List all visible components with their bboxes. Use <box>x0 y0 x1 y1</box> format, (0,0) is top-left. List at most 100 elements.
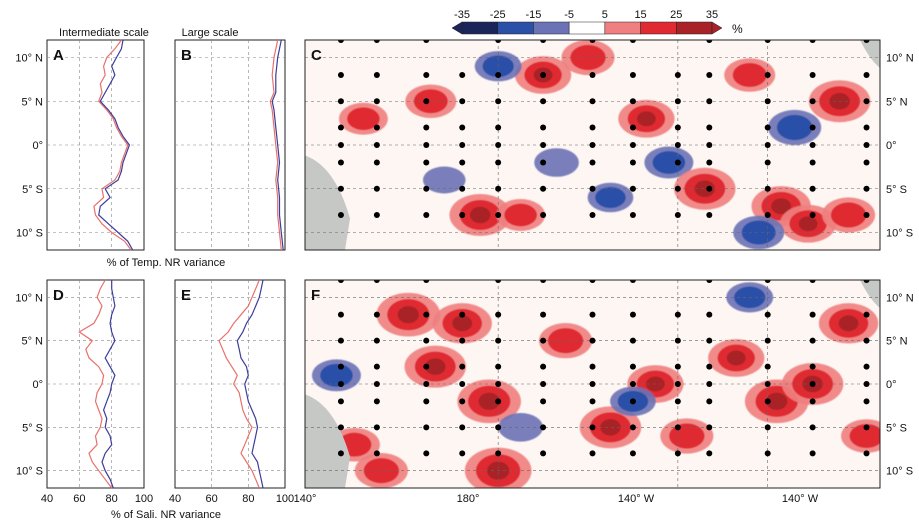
buoy-marker <box>706 72 713 78</box>
buoy-marker <box>459 363 466 370</box>
panel-letter-d: D <box>53 287 64 304</box>
colorbar-arrow-left <box>451 21 463 35</box>
buoy-marker <box>589 159 596 166</box>
buoy-marker <box>589 40 596 43</box>
buoy-marker <box>764 72 771 78</box>
lat-tick-label: 0° <box>32 379 43 391</box>
buoy-marker <box>423 40 430 43</box>
buoy-marker <box>706 398 713 405</box>
pct-tick-label: 100 <box>276 493 294 505</box>
series-line-red <box>269 39 282 251</box>
buoy-marker <box>706 363 713 370</box>
buoy-marker <box>540 212 547 218</box>
positive-anomaly-peak <box>600 419 621 436</box>
buoy-marker <box>337 142 344 148</box>
buoy-marker <box>764 185 771 192</box>
colorbar: -35 -25 -15 -5 5 15 25 35 % <box>451 9 743 36</box>
buoy-marker <box>373 337 380 344</box>
buoy-marker <box>459 185 466 192</box>
positive-anomaly-peak <box>771 198 792 215</box>
colorbar-swatch <box>533 21 570 35</box>
lat-tick-label: 0° <box>32 140 43 152</box>
lat-tick-label: 5° S <box>22 422 43 434</box>
lat-tick-label: 10° S <box>16 228 43 240</box>
panel-letter-b: B <box>181 47 192 64</box>
buoy-marker <box>495 185 502 192</box>
colorbar-swatch <box>497 21 534 35</box>
buoy-marker <box>863 185 870 192</box>
lat-tick-label: 10° N <box>15 292 43 304</box>
buoy-marker <box>589 142 596 148</box>
buoy-marker <box>809 124 816 131</box>
panel-b: B <box>174 39 286 251</box>
buoy-marker <box>589 185 596 192</box>
series-line-blue <box>101 280 116 489</box>
positive-anomaly-peak <box>766 392 788 410</box>
buoy-marker <box>863 381 870 387</box>
buoy-marker <box>423 142 430 148</box>
land-mass <box>305 394 350 488</box>
buoy-marker <box>540 159 547 166</box>
pct-tick-label: 80 <box>242 493 254 505</box>
buoy-marker <box>863 212 870 218</box>
buoy-marker <box>540 424 547 431</box>
buoy-marker <box>764 381 771 387</box>
buoy-marker <box>459 398 466 405</box>
lat-tick-label: 10° N <box>886 53 914 65</box>
buoy-marker <box>373 124 380 131</box>
buoy-marker <box>629 381 636 387</box>
buoy-marker <box>589 424 596 431</box>
buoy-marker <box>629 159 636 166</box>
buoy-marker <box>764 363 771 370</box>
buoy-marker <box>809 363 816 370</box>
colorbar-unit: % <box>732 22 743 36</box>
buoy-marker <box>373 185 380 192</box>
buoy-marker <box>589 72 596 78</box>
buoy-marker <box>764 280 771 283</box>
buoy-marker <box>863 337 870 344</box>
colorbar-tick: 15 <box>634 9 646 21</box>
lon-tick-label: 140° W <box>618 493 655 505</box>
buoy-marker <box>629 142 636 148</box>
buoy-marker <box>863 311 870 318</box>
colorbar-tick: -15 <box>525 9 541 21</box>
buoy-marker <box>589 124 596 131</box>
buoy-marker <box>373 398 380 405</box>
buoy-marker <box>495 159 502 166</box>
buoy-marker <box>764 98 771 105</box>
lat-tick-label: 5° S <box>22 184 43 196</box>
buoy-marker <box>337 424 344 431</box>
buoy-marker <box>706 424 713 431</box>
buoy-marker <box>373 280 380 283</box>
buoy-marker <box>337 363 344 370</box>
lat-tick-label: 0° <box>886 140 897 152</box>
title-large: Large scale <box>182 27 239 39</box>
buoy-marker <box>337 72 344 78</box>
buoy-marker <box>423 381 430 387</box>
colorbar-tick: 35 <box>706 9 718 21</box>
buoy-marker <box>629 40 636 43</box>
buoy-marker <box>674 124 681 131</box>
buoy-marker <box>764 311 771 318</box>
buoy-marker <box>540 185 547 192</box>
buoy-marker <box>764 40 771 43</box>
buoy-marker <box>706 124 713 131</box>
colorbar-tick: -35 <box>454 9 470 21</box>
buoy-marker <box>540 311 547 318</box>
buoy-marker <box>863 363 870 370</box>
lat-tick-label: 5° N <box>21 96 43 108</box>
buoy-marker <box>540 337 547 344</box>
colorbar-tick: -25 <box>490 9 506 21</box>
buoy-marker <box>863 398 870 405</box>
buoy-marker <box>706 311 713 318</box>
positive-anomaly-peak <box>694 180 716 197</box>
buoy-marker <box>495 72 502 78</box>
buoy-marker <box>674 72 681 78</box>
lon-tick-label: 180° <box>457 493 480 505</box>
positive-anomaly-core <box>849 424 880 448</box>
positive-anomaly-core <box>347 107 380 131</box>
land-mass <box>305 155 350 250</box>
series-line-red <box>78 279 113 489</box>
lon-tick-label: 140° <box>294 493 317 505</box>
buoy-marker <box>337 159 344 166</box>
